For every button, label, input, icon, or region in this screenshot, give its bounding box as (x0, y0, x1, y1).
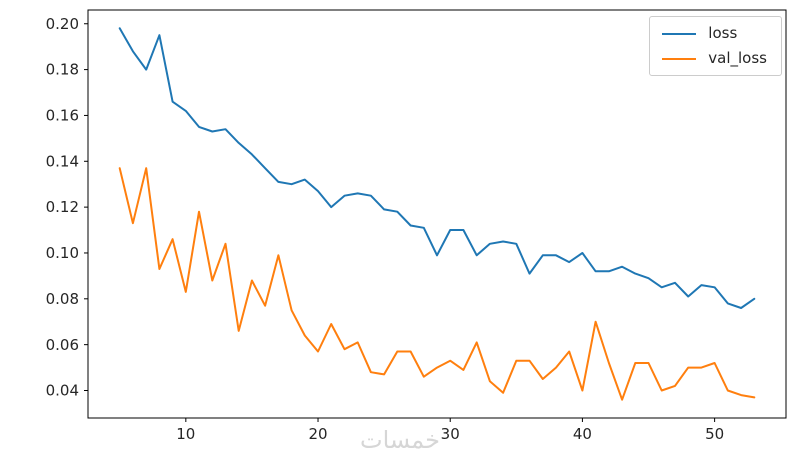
y-tick-label: 0.10 (46, 244, 79, 262)
x-tick-label: 10 (176, 425, 195, 443)
x-tick-label: 40 (573, 425, 592, 443)
y-tick-label: 0.12 (46, 198, 79, 216)
x-tick-label: 20 (308, 425, 327, 443)
y-tick-label: 0.20 (46, 15, 79, 33)
legend-line-loss (662, 32, 697, 35)
x-axis: 10 20 30 40 50 (176, 418, 724, 443)
x-tick-label: 50 (705, 425, 724, 443)
x-tick-label: 30 (441, 425, 460, 443)
series-loss (118, 27, 756, 309)
y-tick-label: 0.08 (46, 290, 79, 308)
legend-label-loss: loss (708, 24, 738, 42)
series-val_loss (118, 167, 756, 401)
y-tick-label: 0.16 (46, 107, 79, 125)
legend: loss val_loss (649, 16, 782, 76)
y-tick-label: 0.06 (46, 336, 79, 354)
plot-border (87, 9, 787, 419)
y-tick-label: 0.04 (46, 382, 79, 400)
y-tick-label: 0.14 (46, 152, 79, 170)
y-tick-label: 0.18 (46, 61, 79, 79)
legend-line-val-loss (662, 57, 697, 60)
y-axis: 0.04 0.06 0.08 0.10 0.12 0.14 0.16 0.18 0.20 (46, 15, 88, 400)
legend-label-val-loss: val_loss (708, 49, 767, 67)
legend-item-val-loss: val_loss (662, 51, 767, 66)
legend-item-loss: loss (662, 26, 767, 41)
